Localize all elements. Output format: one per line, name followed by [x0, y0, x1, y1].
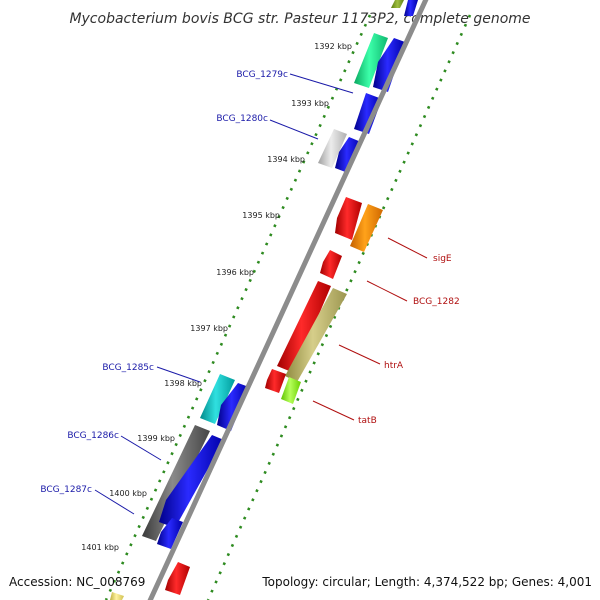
kbp-ticks: 1392 kbp 1393 kbp 1394 kbp 1395 kbp 1396… — [81, 42, 352, 552]
top-partial-features — [391, 0, 418, 16]
accession-text: Accession: NC_008769 — [9, 575, 145, 589]
gene-label[interactable]: BCG_1286c — [67, 431, 119, 441]
genome-backbone — [147, 0, 429, 600]
left-gene-BCG_1287c[interactable] — [157, 518, 183, 549]
gene-label[interactable]: tatB — [358, 416, 377, 426]
tick-label: 1397 kbp — [190, 324, 228, 333]
tick-label: 1393 kbp — [291, 99, 329, 108]
left-callouts — [94, 73, 354, 515]
right-gene-BCG_1282[interactable] — [285, 288, 347, 382]
cds-arrow — [373, 38, 405, 92]
cds-arrow — [265, 369, 286, 393]
cds-arrow — [165, 562, 190, 595]
right-gene-sigE[interactable] — [350, 204, 383, 252]
right-gene-htrA[interactable] — [277, 281, 331, 373]
left-gene-BCG_1279c[interactable] — [354, 33, 388, 88]
left-gene-labels: BCG_1279c BCG_1280c BCG_1285c BCG_1286c … — [40, 70, 288, 495]
gene-label[interactable]: htrA — [384, 361, 404, 371]
inner-dotted-track — [104, 14, 372, 600]
cds-arrow — [217, 383, 249, 431]
tick-label: 1398 kbp — [164, 379, 202, 388]
tick-label: 1401 kbp — [81, 543, 119, 552]
right-gene-labels: sigE BCG_1282 htrA tatB — [358, 254, 460, 426]
left-gene-BCG_1285c[interactable] — [200, 374, 235, 424]
tick-label: 1396 kbp — [216, 268, 254, 277]
map-title: Mycobacterium bovis BCG str. Pasteur 117… — [69, 11, 530, 27]
gene-label[interactable]: BCG_1280c — [216, 114, 268, 124]
tick-label: 1400 kbp — [109, 489, 147, 498]
cds-arrow — [354, 93, 382, 134]
gene-label[interactable]: BCG_1285c — [102, 363, 154, 373]
topology-text: Topology: circular; Length: 4,374,522 bp… — [261, 575, 592, 589]
right-gene-tatB[interactable] — [281, 377, 301, 404]
right-callouts — [312, 237, 428, 421]
tick-label: 1395 kbp — [242, 211, 280, 220]
cds-arrow — [335, 197, 362, 240]
partial-gene — [110, 592, 124, 600]
left-gene-BCG_1280c[interactable] — [318, 129, 347, 168]
cds-arrow — [159, 435, 224, 528]
gene-label[interactable]: BCG_1287c — [40, 485, 92, 495]
left-gene-BCG_1286c[interactable] — [142, 425, 210, 541]
cds-arrow — [335, 137, 361, 173]
tick-label: 1394 kbp — [267, 155, 305, 164]
tick-label: 1399 kbp — [137, 434, 175, 443]
gene-label[interactable]: BCG_1279c — [236, 70, 288, 80]
gene-label[interactable]: sigE — [433, 254, 452, 264]
tick-label: 1392 kbp — [314, 42, 352, 51]
cds-arrow — [320, 250, 342, 279]
gene-label[interactable]: BCG_1282 — [413, 297, 460, 307]
